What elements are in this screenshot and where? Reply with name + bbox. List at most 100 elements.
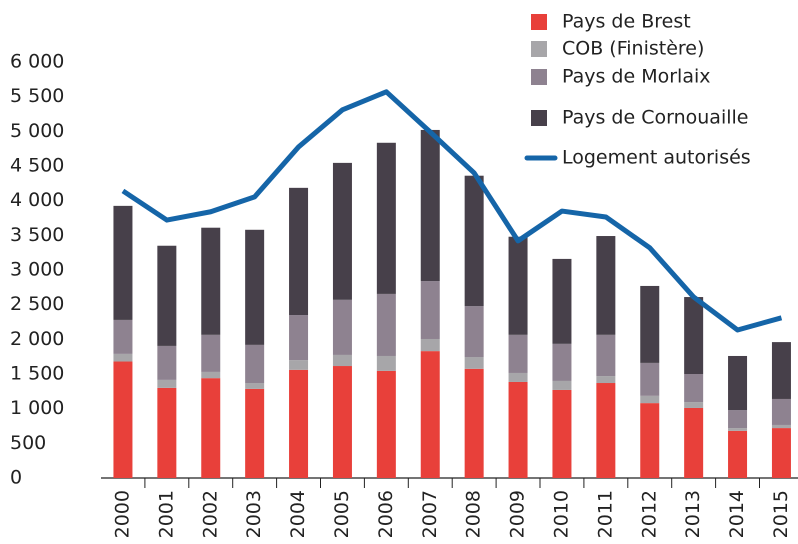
bar-segment	[376, 370, 396, 478]
legend-label: Pays de Morlaix	[562, 66, 711, 88]
bar-segment	[113, 361, 133, 478]
y-tick-label: 3 500	[10, 224, 64, 246]
bar-segment	[113, 353, 133, 362]
y-tick-label: 2 000	[10, 328, 64, 350]
y-tick-label: 500	[10, 432, 46, 454]
bar-segment	[420, 129, 440, 282]
bar-segment	[464, 368, 484, 478]
bar-segment	[376, 293, 396, 356]
bar-segment	[728, 355, 748, 411]
y-tick-label: 1 000	[10, 397, 64, 419]
bar-segment	[201, 378, 221, 478]
bar-segment	[728, 430, 748, 478]
x-tick-label: 2010	[550, 490, 572, 538]
bar-segment	[508, 236, 528, 335]
bar-segment	[771, 428, 791, 478]
bar-segment	[640, 285, 660, 363]
x-tick-label: 2014	[726, 490, 748, 538]
legend-label: Pays de Cornouaille	[562, 107, 748, 129]
bar-segment	[245, 383, 265, 389]
bar-segment	[464, 175, 484, 307]
x-tick-label: 2003	[243, 490, 265, 538]
bar-segment	[640, 395, 660, 404]
bar-segment	[289, 369, 309, 478]
bar-segment	[596, 334, 616, 377]
legend-swatch	[531, 69, 547, 85]
legend-swatch	[531, 110, 547, 126]
y-tick-label: 4 500	[10, 155, 64, 177]
bar-segment	[420, 338, 440, 352]
x-tick-label: 2008	[463, 490, 485, 538]
bar-segment	[508, 334, 528, 373]
bar-segment	[508, 372, 528, 382]
bar-segment	[201, 371, 221, 379]
bar-segment	[684, 407, 704, 478]
bar-segment	[157, 387, 177, 478]
x-tick-label: 2005	[331, 490, 353, 538]
y-tick-label: 5 000	[10, 120, 64, 142]
bar-segment	[376, 142, 396, 294]
bar-segment	[596, 236, 616, 335]
bar-segment	[420, 351, 440, 478]
x-tick-label: 2006	[375, 490, 397, 538]
y-tick-label: 4 000	[10, 189, 64, 211]
x-tick-label: 2001	[155, 490, 177, 538]
bar-segment	[332, 299, 352, 355]
bar-segment	[245, 344, 265, 384]
bar-segment	[289, 187, 309, 316]
x-tick-label: 2004	[287, 490, 309, 538]
bar-segment	[376, 355, 396, 371]
x-tick-label: 2000	[111, 490, 133, 538]
legend-label: COB (Finistère)	[562, 38, 704, 60]
x-tick-label: 2013	[682, 490, 704, 538]
x-tick-label: 2007	[419, 490, 441, 538]
bar-segment	[596, 376, 616, 384]
bar-segment	[728, 410, 748, 429]
bar-segment	[157, 345, 177, 380]
y-tick-label: 2 500	[10, 293, 64, 315]
bar-segment	[289, 360, 309, 370]
bar-segment	[684, 297, 704, 374]
y-tick-label: 0	[10, 467, 22, 489]
bar-segment	[420, 281, 440, 339]
bar-segment	[728, 428, 748, 431]
bar-segment	[157, 379, 177, 388]
bar-segment	[464, 306, 484, 358]
bar-segment	[157, 245, 177, 346]
bar-segment	[771, 398, 791, 425]
bar-segment	[684, 402, 704, 408]
x-tick-label: 2011	[594, 490, 616, 538]
bar-segment	[552, 258, 572, 344]
bar-segment	[113, 205, 133, 320]
legend-label: Logement autorisés	[562, 147, 751, 169]
bar-segment	[289, 315, 309, 361]
x-tick-label: 2009	[507, 490, 529, 538]
bar-segment	[552, 380, 572, 390]
y-tick-label: 3 000	[10, 259, 64, 281]
bar-segment	[332, 354, 352, 367]
bar-segment	[508, 381, 528, 478]
bar-segment	[640, 403, 660, 478]
legend-swatch	[531, 41, 547, 57]
bar-segment	[332, 162, 352, 300]
bar-segment	[201, 334, 221, 372]
bar-segment	[552, 389, 572, 478]
bar-segment	[332, 366, 352, 478]
bar-segment	[640, 362, 660, 396]
bar-segment	[464, 357, 484, 369]
legend-label: Pays de Brest	[562, 11, 691, 33]
bar-segment	[113, 319, 133, 354]
y-tick-label: 1 500	[10, 363, 64, 385]
bar-segment	[552, 343, 572, 381]
x-tick-label: 2015	[770, 490, 792, 538]
bar-segment	[771, 424, 791, 429]
bar-segment	[245, 229, 265, 345]
line-series	[121, 89, 783, 333]
x-tick-label: 2002	[199, 490, 221, 538]
legend-swatch	[531, 14, 547, 30]
y-tick-label: 5 500	[10, 85, 64, 107]
x-tick-label: 2012	[638, 490, 660, 538]
bar-segment	[245, 388, 265, 478]
bar-segment	[771, 342, 791, 399]
